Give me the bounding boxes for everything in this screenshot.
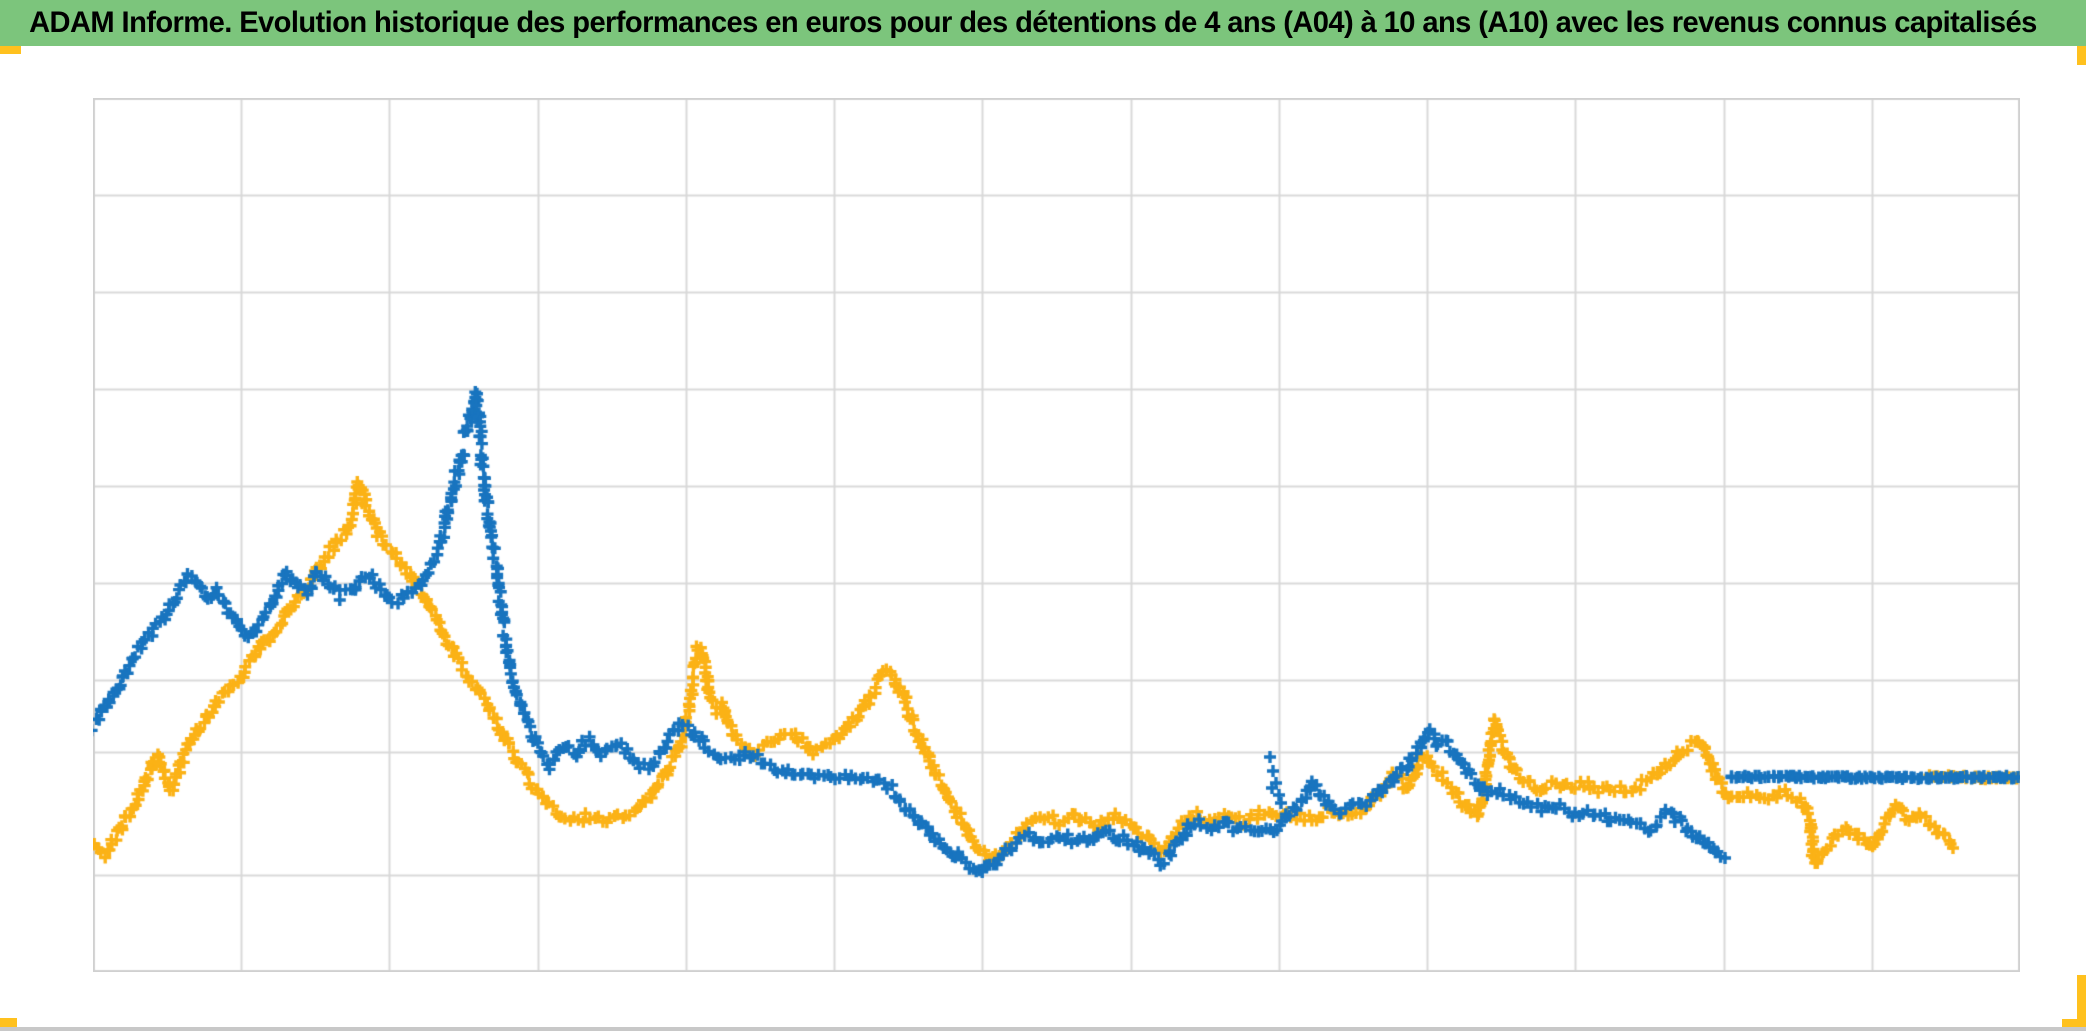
corner-accent-bottom-right-foot [2062,1019,2086,1027]
title-bar: ADAM Informe. Evolution historique des p… [0,0,2086,46]
page-title: ADAM Informe. Evolution historique des p… [29,6,2037,39]
corner-accent-top-right [2077,46,2086,65]
plot-area [93,98,2020,972]
corner-accent-bottom-right [2077,975,2086,1027]
corner-accent-top-left [0,46,21,54]
performance-scatter-canvas [93,98,2020,972]
bottom-rule [0,1027,2086,1031]
corner-accent-bottom-left [0,1018,17,1027]
